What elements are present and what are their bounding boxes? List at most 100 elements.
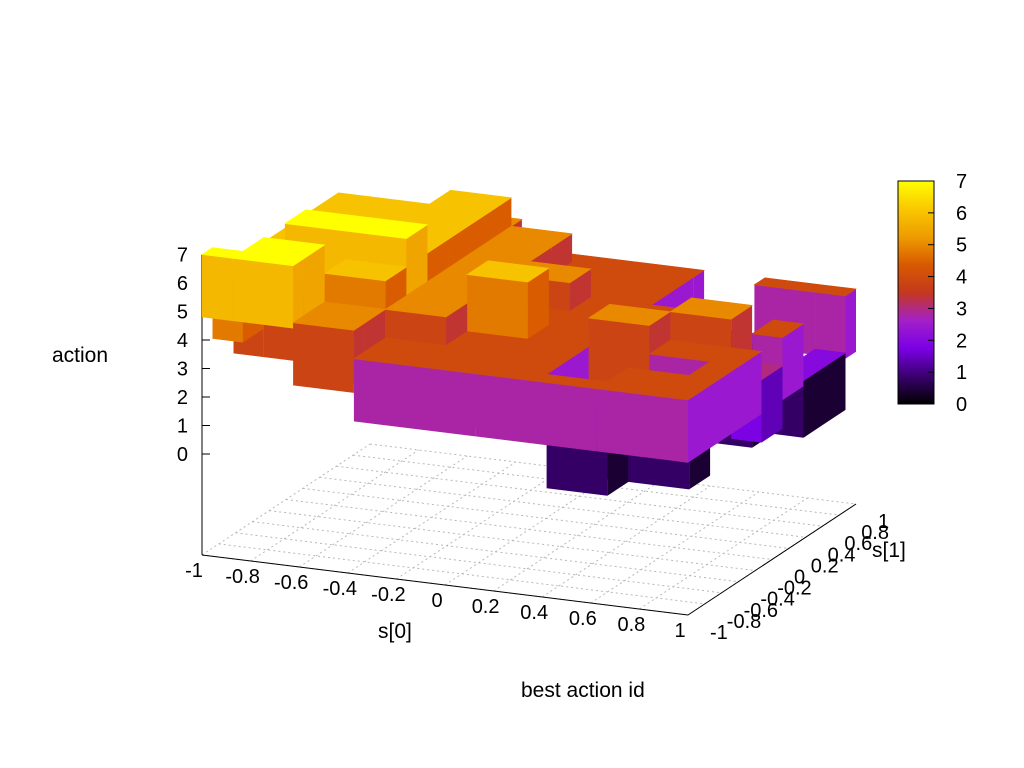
- surface-side-face: [740, 351, 762, 428]
- grid-line-y: [252, 521, 739, 583]
- grid-line-x: [493, 479, 662, 592]
- z-tick-labels: 0 1 2 3 4 5 6 7: [177, 245, 188, 467]
- x-tick-label: -0.8: [225, 566, 259, 588]
- z-tick-label: 3: [177, 359, 188, 381]
- base-grid: [201, 443, 857, 616]
- surface-side-face: [782, 323, 804, 401]
- x-tick-label: 0.6: [569, 608, 597, 630]
- surface-side-face: [527, 268, 549, 345]
- x-tick-label: 1: [674, 620, 685, 642]
- y-tick-label: -0.8: [727, 611, 761, 633]
- grid-line-y: [235, 532, 722, 594]
- grid-line-x: [250, 449, 419, 562]
- x-axis-line: [201, 554, 689, 616]
- x-tick-label: -0.2: [371, 584, 405, 606]
- grid-line-y: [285, 499, 773, 560]
- y-tick-label: 1: [878, 511, 889, 533]
- surface-front-face: [657, 396, 688, 463]
- z-tick-label: 6: [177, 273, 188, 295]
- x-axis-label: s[0]: [378, 620, 412, 643]
- surface-top-face: [344, 216, 429, 239]
- surface-side-face: [293, 258, 304, 329]
- surface-side-face: [698, 379, 720, 456]
- x-tick-label: -0.4: [323, 578, 357, 600]
- colorbar-gradient: [897, 180, 935, 405]
- x-tick-label: -0.6: [274, 572, 308, 594]
- colorbar-tick-label: 7: [956, 171, 967, 193]
- grid-line-x: [639, 497, 808, 610]
- colorbar-tick-label: 3: [956, 298, 967, 320]
- surface-side-face: [688, 393, 699, 463]
- x-tick-label: 0.2: [472, 596, 500, 618]
- surface-side-face: [406, 224, 428, 302]
- y-tick-label: 0.2: [811, 555, 839, 577]
- y-tick-label: -1: [710, 622, 728, 644]
- surface-side-face: [719, 365, 741, 442]
- grid-line-y: [353, 454, 840, 516]
- surface-front-face: [414, 366, 476, 437]
- surface-front-face: [467, 274, 528, 345]
- surface-front-face: [596, 388, 658, 459]
- grid-line-x: [298, 455, 468, 568]
- surface-top-face: [384, 295, 468, 318]
- z-tick-label: 2: [177, 387, 188, 409]
- surface-front-face: [536, 381, 597, 452]
- grid-line-y: [218, 543, 705, 605]
- y-tick-label: -0.6: [744, 600, 778, 622]
- grid-line-y: [369, 443, 857, 505]
- y-tick-label: -0.2: [777, 578, 811, 600]
- surface-front-face: [475, 373, 537, 444]
- x-tick-label: 0: [431, 590, 442, 612]
- surface-side-face: [824, 352, 846, 424]
- surface-side-face: [303, 244, 325, 322]
- y-axis-label: s[1]: [872, 539, 906, 562]
- y-tick-label: 0.8: [861, 522, 889, 544]
- colorbar-tick-label: 4: [956, 267, 967, 289]
- grid-line-x: [590, 491, 760, 604]
- surface-front-face: [353, 358, 415, 429]
- surface-top-face: [587, 303, 672, 326]
- colorbar-tick-label: 5: [956, 235, 967, 257]
- grid-line-y: [336, 465, 823, 527]
- y-axis-line: [687, 503, 857, 616]
- surface-top-face: [231, 250, 305, 267]
- surface-top-face: [466, 260, 550, 283]
- surface-top-face: [669, 297, 753, 320]
- surface-top-face: [656, 388, 700, 401]
- surface-front-face: [815, 292, 846, 359]
- grid-line-y: [319, 476, 806, 538]
- chart-title: best action id: [521, 679, 645, 702]
- surface-front-face: [293, 322, 354, 393]
- x-tick-label: 0.8: [617, 614, 645, 636]
- surface-side-face: [761, 366, 783, 443]
- x-tick-labels: -1 -0.8 -0.6 -0.4 -0.2 0 0.2 0.4 0.6 0.8 1: [185, 560, 685, 642]
- surface-top-face: [814, 284, 857, 297]
- grid-line-x: [541, 485, 711, 598]
- y-tick-label: 0.6: [844, 533, 872, 555]
- grid-line-x: [444, 473, 614, 586]
- y-tick-labels: -1-0.8-0.6-0.4-0.20 0.20.40.60.81: [710, 511, 889, 644]
- colorbar-tick-label: 2: [956, 330, 967, 352]
- y-tick-label: 0.4: [828, 544, 856, 566]
- colorbar-tick-label: 1: [956, 362, 967, 384]
- surface: [201, 189, 857, 496]
- surface-front-face: [232, 258, 294, 329]
- z-tick-label: 5: [177, 302, 188, 324]
- surface-front-face: [202, 254, 233, 321]
- z-tick-label: 4: [177, 330, 188, 352]
- x-tick-label: -1: [185, 560, 203, 582]
- surface-top-face: [751, 319, 805, 338]
- y-tick-label: -0.4: [760, 589, 794, 611]
- surface-top-face: [323, 259, 408, 282]
- x-tick-label: 0.4: [520, 602, 548, 624]
- surface-side-face: [845, 289, 856, 359]
- colorbar-tick-label: 6: [956, 203, 967, 225]
- grid-line-y: [269, 510, 756, 572]
- surface-top-face: [292, 315, 366, 331]
- colorbar: 0 1 2 3 4 5 6 7: [897, 171, 967, 416]
- z-tick-label: 7: [177, 245, 188, 267]
- colorbar-tick-label: 0: [956, 394, 967, 416]
- z-tick-label: 1: [177, 416, 188, 438]
- surface-side-face: [803, 366, 825, 438]
